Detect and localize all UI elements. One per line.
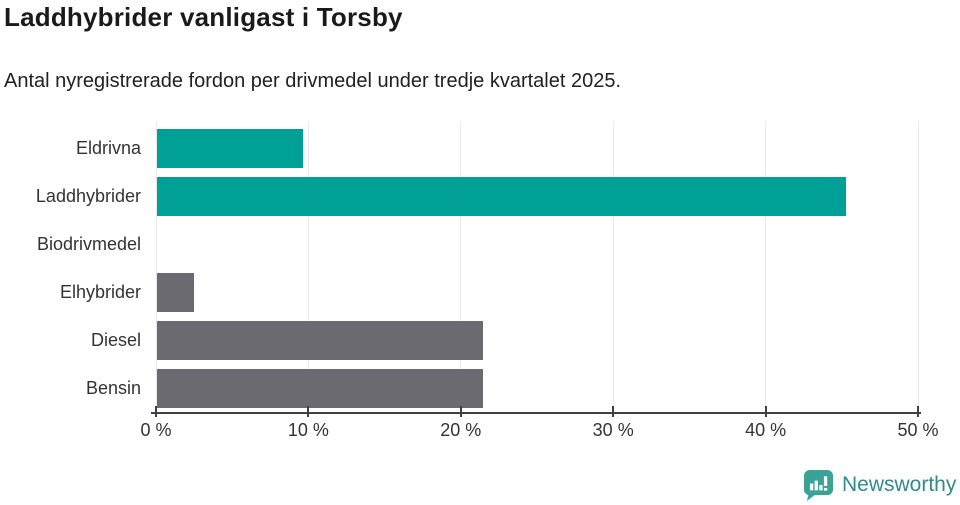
bar bbox=[157, 273, 194, 312]
gridline bbox=[612, 122, 614, 412]
bar bbox=[157, 177, 846, 216]
x-axis-tick-label: 50 % bbox=[897, 420, 939, 440]
x-axis-tick bbox=[917, 406, 919, 417]
gridline bbox=[307, 122, 309, 412]
chart-subtitle: Antal nyregistrerade fordon per drivmede… bbox=[4, 70, 622, 92]
x-axis-tick-label: 0 % bbox=[140, 420, 172, 440]
gridline bbox=[765, 122, 767, 412]
x-axis-tick-label: 10 % bbox=[287, 420, 329, 440]
x-axis-tick bbox=[612, 406, 615, 417]
newsworthy-logo-text: Newsworthy bbox=[842, 473, 957, 496]
gridline bbox=[155, 122, 157, 412]
gridline bbox=[460, 122, 462, 412]
category-label: Laddhybrider bbox=[35, 186, 141, 206]
newsworthy-logo-icon bbox=[803, 469, 834, 501]
gridline bbox=[917, 122, 919, 412]
newsworthy-logo: Newsworthy bbox=[803, 469, 956, 501]
x-axis-tick-label: 30 % bbox=[592, 420, 634, 440]
x-axis-tick bbox=[764, 406, 767, 417]
bar bbox=[157, 129, 304, 168]
x-axis-tick bbox=[307, 406, 310, 417]
bar bbox=[157, 321, 484, 360]
x-axis-line bbox=[151, 412, 921, 414]
x-axis-tick bbox=[155, 406, 157, 417]
chart-title: Laddhybrider vanligast i Torsby bbox=[4, 2, 403, 32]
x-axis-tick-label: 20 % bbox=[440, 420, 482, 440]
x-axis-tick bbox=[459, 406, 462, 417]
category-label: Diesel bbox=[90, 330, 141, 350]
bar bbox=[157, 369, 484, 408]
category-label: Eldrivna bbox=[75, 138, 141, 158]
category-label: Biodrivmedel bbox=[36, 234, 141, 254]
x-axis-tick-label: 40 % bbox=[745, 420, 787, 440]
category-label: Elhybrider bbox=[59, 282, 141, 302]
category-label: Bensin bbox=[85, 378, 141, 398]
